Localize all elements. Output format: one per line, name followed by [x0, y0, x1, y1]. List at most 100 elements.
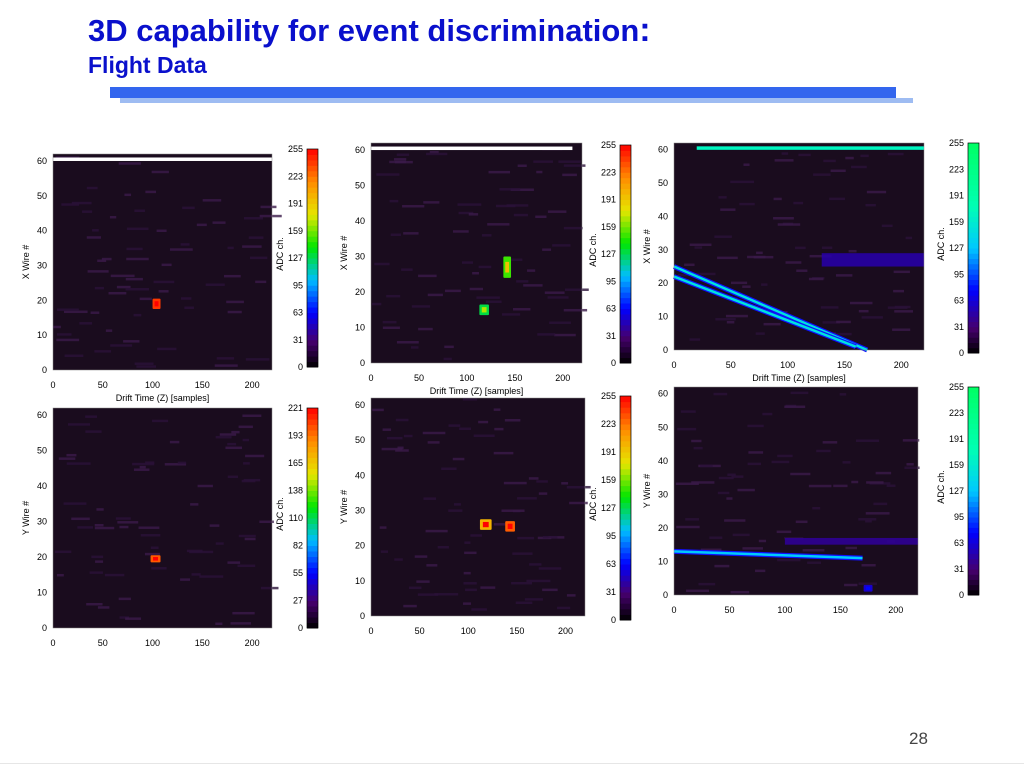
colorbar-step [620, 552, 631, 559]
noise-cell [561, 482, 569, 485]
colorbar-step [620, 145, 631, 151]
noise-cell [184, 306, 194, 310]
colorbar-step [968, 517, 979, 523]
plot-frame [52, 407, 273, 629]
colorbar-step [968, 200, 979, 207]
noise-layer [54, 414, 279, 626]
noise-cell [538, 567, 562, 570]
colorbar-step [307, 622, 318, 629]
y-tick-label: 40 [658, 211, 668, 221]
noise-cell [698, 582, 716, 586]
colorbar-tick-label: 165 [288, 458, 303, 468]
noise-cell [441, 467, 457, 471]
x-tick-label: 200 [558, 626, 573, 636]
noise-cell [227, 310, 242, 314]
title-main-text: 3D capability for event discrimination [88, 13, 640, 48]
colorbar-step [307, 424, 318, 431]
y-tick-label: 0 [663, 345, 668, 355]
colorbar-step [307, 198, 318, 204]
y-axis-label: Y Wire # [642, 474, 652, 508]
x-tick-label: 0 [671, 360, 676, 370]
noise-cell [893, 289, 905, 293]
noise-cell [89, 571, 103, 574]
noise-cell [144, 552, 160, 556]
colorbar-step [307, 296, 318, 303]
hit-row [696, 146, 924, 150]
colorbar-step [620, 194, 631, 200]
colorbar-step [620, 396, 631, 403]
colorbar-step [968, 158, 979, 165]
y-tick-label: 40 [355, 470, 365, 480]
noise-cell [851, 165, 867, 169]
colorbar-step [307, 595, 318, 601]
colorbar-step [307, 452, 318, 458]
colorbar-step [620, 485, 631, 492]
colorbar-tick-label: 127 [288, 253, 303, 263]
colorbar-step [307, 307, 318, 313]
noise-cell [524, 598, 543, 601]
colorbar-step [307, 208, 318, 215]
plot-frame [52, 153, 273, 371]
hit-row [53, 157, 272, 161]
noise-cell [517, 536, 535, 540]
noise-cell [790, 391, 809, 395]
colorbar-step [968, 548, 979, 554]
colorbar-step [968, 563, 979, 570]
noise-cell [429, 150, 439, 154]
heatmap-p1: 0 50 100 150 200 0 10 20 30 40 50 60 Drift Time (Z) … [21, 144, 319, 403]
colorbar-step [620, 172, 631, 179]
noise-cell [66, 462, 91, 465]
colorbar-step [307, 149, 318, 155]
noise-cell [381, 447, 403, 451]
noise-cell [785, 261, 802, 264]
noise-cell [86, 602, 103, 606]
noise-cell [904, 466, 920, 470]
noise-cell [249, 256, 268, 260]
noise-cell [795, 520, 808, 524]
noise-cell [830, 169, 846, 173]
noise-cell [566, 485, 591, 489]
colorbar-tick-label: 159 [601, 222, 616, 232]
colorbar-tick-label: 63 [293, 308, 303, 318]
colorbar-step [307, 463, 318, 469]
colorbar-step [307, 290, 318, 297]
colorbar-step [307, 356, 318, 363]
colorbar-tick-label: 110 [289, 513, 303, 523]
colorbar-step [968, 206, 979, 212]
colorbar-step [620, 597, 631, 604]
colorbar-step [620, 401, 631, 408]
y-tick-label: 20 [658, 523, 668, 533]
hit-blob-core [507, 523, 513, 529]
noise-cell [730, 281, 748, 285]
noise-cell [411, 305, 431, 308]
noise-cell [458, 211, 474, 215]
noise-cell [892, 328, 911, 331]
noise-cell [554, 333, 576, 337]
colorbar-step [620, 357, 631, 364]
noise-cell [793, 201, 804, 205]
noise-cell [813, 173, 831, 176]
noise-cell [56, 333, 72, 336]
colorbar-step [968, 148, 979, 154]
colorbar-step [968, 485, 979, 492]
colorbar-step [968, 387, 979, 393]
colorbar-tick-label: 191 [288, 199, 303, 209]
colorbar-tick-label: 31 [954, 564, 964, 574]
hit-blob-core [482, 521, 489, 528]
noise-cell [164, 463, 187, 466]
colorbar-tick-label: 191 [601, 447, 616, 457]
noise-cell [902, 439, 920, 442]
noise-cell [511, 581, 533, 585]
noise-cell [812, 506, 821, 510]
noise-cell [260, 205, 277, 209]
noise-cell [110, 344, 133, 347]
noise-cell [689, 243, 712, 247]
noise-cell [397, 446, 404, 450]
noise-cell [513, 213, 528, 217]
noise-cell [389, 160, 406, 164]
colorbar-step [968, 433, 979, 440]
noise-cell [382, 428, 392, 431]
colorbar-step [307, 187, 318, 194]
noise-cell [558, 160, 581, 163]
colorbar-step [620, 335, 631, 342]
